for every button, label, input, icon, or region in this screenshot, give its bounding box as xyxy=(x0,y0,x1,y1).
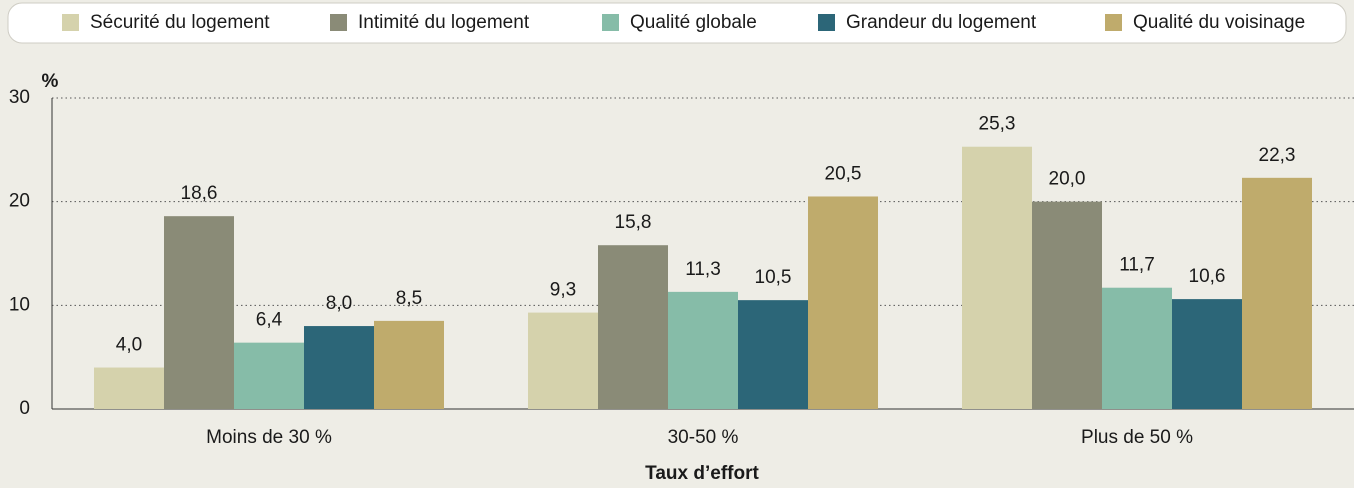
bar xyxy=(374,320,444,409)
bar xyxy=(808,196,878,409)
x-tick-label: 30-50 % xyxy=(668,427,739,448)
bar xyxy=(234,342,304,409)
value-label: 20,5 xyxy=(825,163,862,184)
bar xyxy=(1242,177,1312,409)
value-label: 9,3 xyxy=(550,280,576,301)
legend-label: Qualité du voisinage xyxy=(1133,12,1305,33)
x-axis-label: Taux d’effort xyxy=(645,463,759,484)
value-label: 10,6 xyxy=(1189,266,1226,287)
y-axis-label: % xyxy=(42,71,59,92)
value-label: 22,3 xyxy=(1259,145,1296,166)
bar xyxy=(962,146,1032,409)
bar xyxy=(1172,299,1242,409)
y-tick-label: 20 xyxy=(9,191,30,212)
value-label: 11,7 xyxy=(1119,255,1155,276)
legend-label: Sécurité du logement xyxy=(90,12,270,33)
legend-swatch xyxy=(1105,14,1122,31)
value-label: 25,3 xyxy=(979,114,1016,135)
x-tick-label: Plus de 50 % xyxy=(1081,427,1193,448)
bar xyxy=(528,312,598,409)
bar xyxy=(304,326,374,409)
bar xyxy=(1032,201,1102,409)
y-tick-label: 0 xyxy=(19,398,30,419)
bar xyxy=(598,245,668,409)
value-label: 4,0 xyxy=(116,335,142,356)
x-tick-label: Moins de 30 % xyxy=(206,427,332,448)
legend-box xyxy=(7,2,1347,44)
bar xyxy=(1102,287,1172,409)
value-label: 18,6 xyxy=(181,183,218,204)
legend-swatch xyxy=(818,14,835,31)
y-tick-label: 30 xyxy=(9,87,30,108)
y-tick-label: 10 xyxy=(9,294,30,315)
legend-label: Intimité du logement xyxy=(358,12,530,33)
legend-swatch xyxy=(62,14,79,31)
value-label: 8,5 xyxy=(396,288,422,309)
legend-swatch xyxy=(330,14,347,31)
legend-swatch xyxy=(602,14,619,31)
value-label: 8,0 xyxy=(326,293,352,314)
value-label: 20,0 xyxy=(1049,169,1086,190)
value-label: 6,4 xyxy=(256,310,283,331)
value-label: 11,3 xyxy=(685,259,721,280)
value-label: 10,5 xyxy=(755,267,792,288)
legend-label: Grandeur du logement xyxy=(846,12,1037,33)
bar xyxy=(738,300,808,409)
bar xyxy=(94,367,164,409)
bar xyxy=(164,216,234,409)
value-label: 15,8 xyxy=(615,212,652,233)
bar xyxy=(668,291,738,409)
legend-label: Qualité globale xyxy=(630,12,757,33)
